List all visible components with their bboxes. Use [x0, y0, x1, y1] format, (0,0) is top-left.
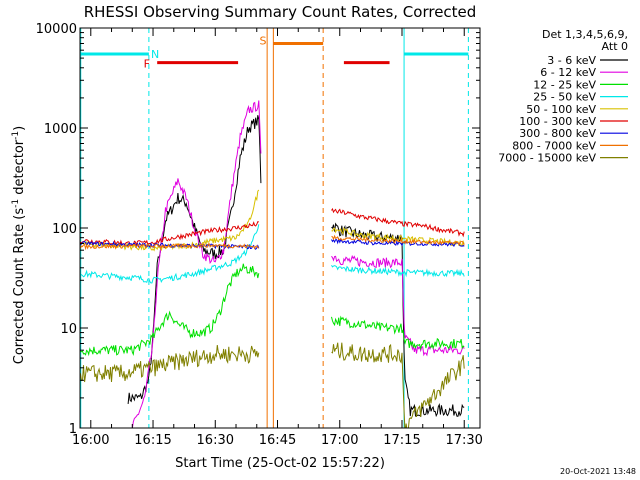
series-6	[80, 207, 465, 247]
flag-label: F	[144, 58, 150, 71]
x-tick-label: 16:15	[134, 433, 171, 448]
legend-entry: 50 - 100 keV	[526, 103, 596, 116]
series-4	[80, 224, 465, 284]
series-line	[331, 234, 465, 246]
flag-label: N	[151, 48, 159, 61]
series-2	[131, 100, 465, 428]
series-line	[331, 264, 465, 278]
series-line	[331, 237, 465, 248]
series-8	[80, 234, 465, 251]
legend-entry: 12 - 25 keV	[533, 78, 596, 91]
flag-label: S	[259, 34, 266, 47]
series-line	[331, 227, 465, 247]
y-tick-label: 10000	[36, 22, 77, 37]
axes-layer: 1 10 100 1000 10000 16:00 16:15 16:30 16:45 17:00…	[36, 22, 483, 448]
legend-entry: 7000 - 15000 keV	[498, 152, 596, 165]
series-line	[80, 221, 259, 247]
y-axis-label: Corrected Count Rate (s-1 detector-1)	[11, 126, 27, 364]
legend-header: Att 0	[602, 40, 628, 53]
legend-entry: 800 - 7000 keV	[512, 139, 596, 152]
series-9	[80, 342, 465, 428]
x-tick-label: 17:30	[445, 433, 482, 448]
y-tick-label: 1	[69, 422, 77, 437]
series-1	[127, 115, 465, 418]
series-line	[80, 345, 260, 383]
x-tick-label: 16:45	[259, 433, 296, 448]
chart-title: RHESSI Observing Summary Count Rates, Co…	[84, 3, 477, 21]
legend-entry: 25 - 50 keV	[533, 91, 596, 104]
series-3	[80, 263, 465, 357]
series-7	[80, 237, 465, 250]
series-line	[80, 240, 260, 250]
series-line	[331, 207, 465, 238]
series-line	[331, 315, 465, 351]
x-tick-label: 16:00	[72, 433, 109, 448]
series-line	[80, 263, 260, 357]
series-line	[80, 224, 260, 284]
x-axis-label: Start Time (25-Oct-02 15:57:22)	[175, 456, 385, 471]
legend-entry: 100 - 300 keV	[519, 115, 596, 128]
series-line	[80, 242, 259, 251]
y-tick-label: 100	[52, 222, 77, 237]
footer-date: 20-Oct-2021 13:48	[560, 467, 636, 476]
y-tick-label: 1000	[44, 122, 77, 137]
legend-entry: 6 - 12 keV	[540, 66, 596, 79]
data-layer	[80, 28, 469, 428]
legend-header: Det 1,3,4,5,6,9,	[542, 28, 628, 41]
series-line	[331, 342, 465, 428]
series-line	[331, 222, 465, 418]
x-tick-label: 17:00	[321, 433, 358, 448]
y-tick-label: 10	[60, 322, 77, 337]
x-tick-label: 17:15	[383, 433, 420, 448]
series-line	[331, 254, 465, 357]
legend-entry: 3 - 6 keV	[547, 54, 596, 67]
legend-entry: 300 - 800 keV	[519, 127, 596, 140]
x-tick-label: 16:30	[197, 433, 234, 448]
